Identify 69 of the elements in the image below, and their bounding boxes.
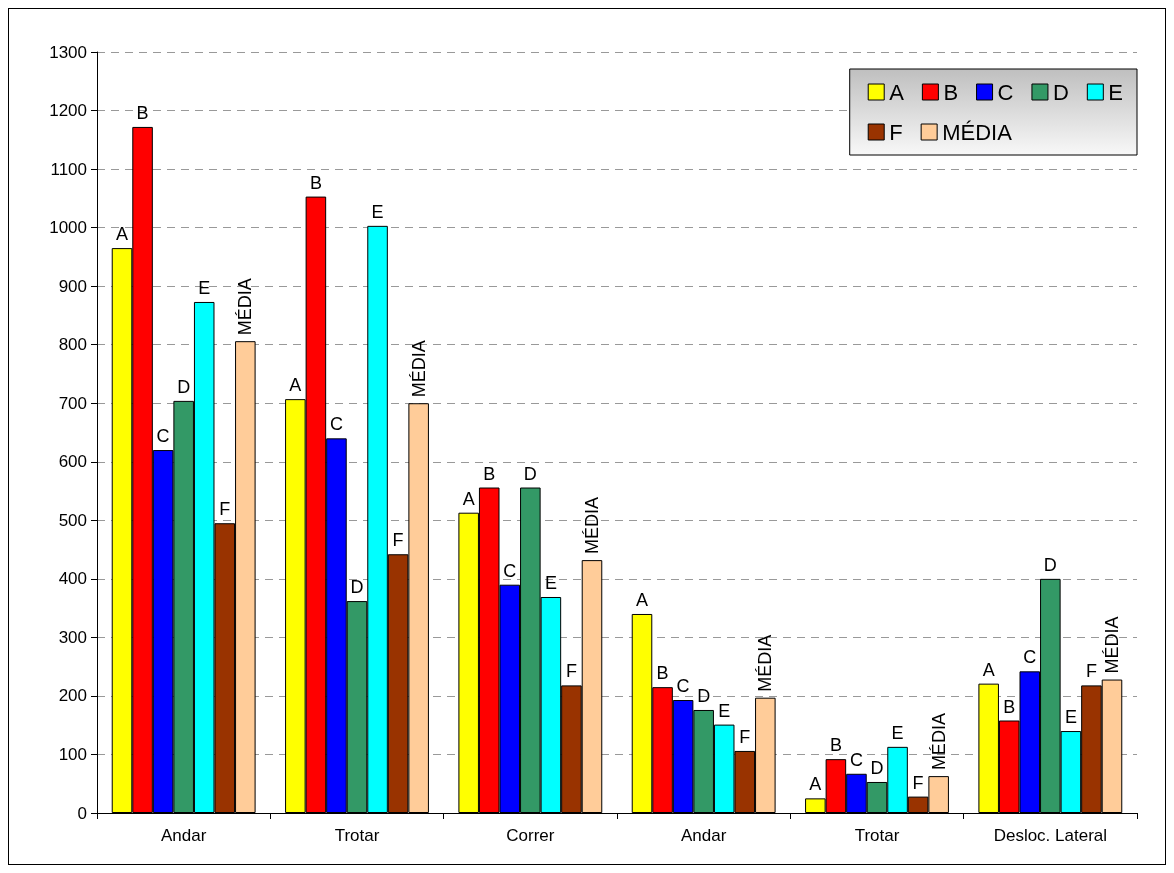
data-label: D (523, 463, 537, 484)
data-label: F (392, 530, 404, 551)
data-label: B (136, 102, 149, 123)
x-tick-label: Andar (680, 826, 727, 845)
y-tick-label: 1000 (49, 218, 87, 238)
data-label: E (371, 201, 384, 222)
data-label: E (1064, 707, 1077, 728)
data-label: F (219, 499, 231, 520)
y-tick-label: 1300 (49, 42, 87, 62)
y-tick-label: 600 (58, 452, 87, 472)
data-label: E (718, 700, 731, 721)
data-label: B (1003, 696, 1016, 717)
legend-label: E (1108, 79, 1124, 105)
data-label: B (483, 463, 496, 484)
y-tick-label: 100 (58, 744, 87, 764)
y-tick-label: 800 (58, 335, 87, 355)
x-tick-label: Correr (506, 826, 555, 845)
data-label: A (462, 488, 475, 509)
data-label: C (1023, 647, 1037, 668)
y-tick-label: 500 (58, 510, 87, 530)
data-label: E (198, 277, 211, 298)
x-tick-label: Andar (160, 826, 207, 845)
data-label: C (156, 426, 170, 447)
x-tick-label: Trotar (854, 826, 900, 845)
y-tick-label: 900 (58, 276, 87, 296)
y-tick-label: 1100 (50, 159, 87, 179)
x-tick-label: Desloc. Lateral (993, 826, 1108, 845)
legend-label: F (889, 119, 903, 145)
data-label: F (912, 772, 924, 793)
y-tick-label: 200 (58, 686, 87, 706)
legend-label: B (943, 79, 959, 105)
data-label: B (829, 735, 842, 756)
data-label: C (503, 560, 517, 581)
data-label: A (809, 774, 822, 795)
legend-label: D (1052, 79, 1069, 105)
y-tick-label: 300 (58, 627, 87, 647)
data-label: A (289, 375, 302, 396)
data-label: MÉDIA (755, 634, 776, 692)
legend-label: C (997, 79, 1014, 105)
y-tick-label: 1200 (49, 101, 87, 121)
data-label: C (849, 749, 863, 770)
data-label: MÉDIA (408, 340, 429, 398)
data-label: A (982, 659, 995, 680)
x-tick-label: Trotar (334, 826, 380, 845)
data-label: F (565, 661, 577, 682)
y-tick-label: 400 (58, 569, 87, 589)
data-label: MÉDIA (1101, 616, 1122, 674)
data-label: D (177, 376, 191, 397)
data-label: B (656, 663, 669, 684)
data-label: F (1085, 661, 1097, 682)
legend-label: MÉDIA (942, 119, 1013, 145)
data-label: D (697, 685, 711, 706)
data-label: MÉDIA (581, 497, 602, 555)
data-label: D (1043, 554, 1057, 575)
y-tick-label: 0 (77, 803, 87, 823)
data-label: C (329, 414, 343, 435)
data-label: E (544, 572, 557, 593)
data-label: C (676, 676, 690, 697)
data-label: D (870, 757, 884, 778)
data-label: B (309, 172, 322, 193)
legend-label: A (889, 79, 905, 105)
data-label: MÉDIA (928, 713, 949, 771)
data-label: MÉDIA (235, 278, 256, 336)
data-label: E (891, 722, 904, 743)
data-label: A (116, 224, 129, 245)
y-tick-label: 700 (58, 393, 87, 413)
data-label: F (739, 726, 751, 747)
data-label: A (636, 589, 649, 610)
data-label: D (350, 577, 364, 598)
